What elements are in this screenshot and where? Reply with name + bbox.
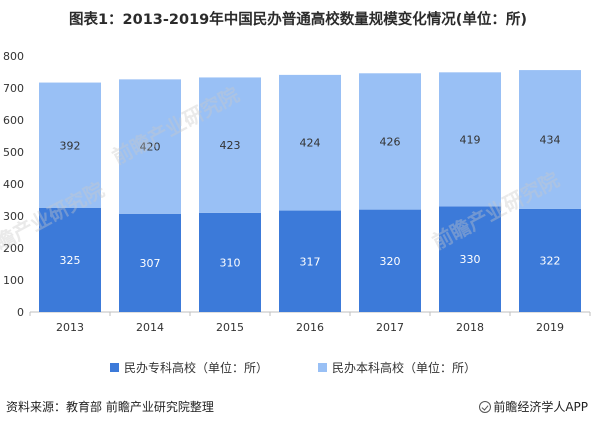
y-tick-label: 700 — [3, 82, 24, 95]
data-label: 424 — [300, 137, 321, 150]
y-tick-label: 200 — [3, 242, 24, 255]
bar-segment — [359, 73, 421, 210]
brand-icon — [479, 401, 492, 413]
bar-segment — [519, 70, 581, 209]
y-tick-label: 400 — [3, 178, 24, 191]
brand-label: 前瞻经济学人APP — [479, 398, 588, 415]
x-tick-label: 2014 — [136, 321, 164, 334]
y-tick-label: 800 — [3, 50, 24, 63]
source-note: 资料来源：教育部 前瞻产业研究院整理 — [6, 400, 214, 414]
data-label: 310 — [220, 256, 241, 269]
bar-segment — [199, 212, 261, 312]
bar-segment — [439, 206, 501, 312]
legend-label: 民办本科高校（单位：所） — [332, 360, 476, 375]
data-label: 419 — [460, 133, 481, 146]
bar-segment — [279, 210, 341, 312]
legend-swatch — [318, 363, 327, 372]
bar-segment — [39, 208, 101, 312]
y-tick-label: 600 — [3, 114, 24, 127]
bar-segment — [199, 77, 261, 213]
x-tick-label: 2019 — [536, 321, 564, 334]
data-label: 322 — [540, 254, 561, 267]
legend-swatch — [110, 363, 119, 372]
x-tick-label: 2017 — [376, 321, 404, 334]
bar-segment — [439, 72, 501, 207]
bar-segment — [119, 213, 181, 312]
y-tick-label: 100 — [3, 274, 24, 287]
y-tick-label: 0 — [17, 306, 24, 319]
bar-segment — [359, 209, 421, 312]
x-tick-label: 2013 — [56, 321, 84, 334]
x-tick-label: 2018 — [456, 321, 484, 334]
data-label: 420 — [140, 141, 161, 154]
legend-label: 民办专科高校（单位：所） — [124, 360, 268, 375]
data-label: 426 — [380, 135, 401, 148]
data-label: 325 — [60, 254, 81, 267]
chart-title: 图表1：2013-2019年中国民办普通高校数量规模变化情况(单位：所) — [68, 12, 528, 28]
x-tick-label: 2015 — [216, 321, 244, 334]
data-label: 434 — [540, 134, 561, 147]
data-label: 330 — [460, 253, 481, 266]
brand-text: 前瞻经济学人APP — [493, 400, 588, 414]
data-label: 392 — [60, 139, 81, 152]
data-label: 317 — [300, 255, 321, 268]
data-label: 320 — [380, 255, 401, 268]
bar-segment — [279, 74, 341, 211]
data-label: 307 — [140, 257, 161, 270]
data-label: 423 — [220, 139, 241, 152]
x-tick-label: 2016 — [296, 321, 324, 334]
bar-segment — [119, 79, 181, 214]
bar-segment — [39, 82, 101, 208]
y-tick-label: 300 — [3, 210, 24, 223]
y-tick-label: 500 — [3, 146, 24, 159]
bar-segment — [519, 208, 581, 312]
